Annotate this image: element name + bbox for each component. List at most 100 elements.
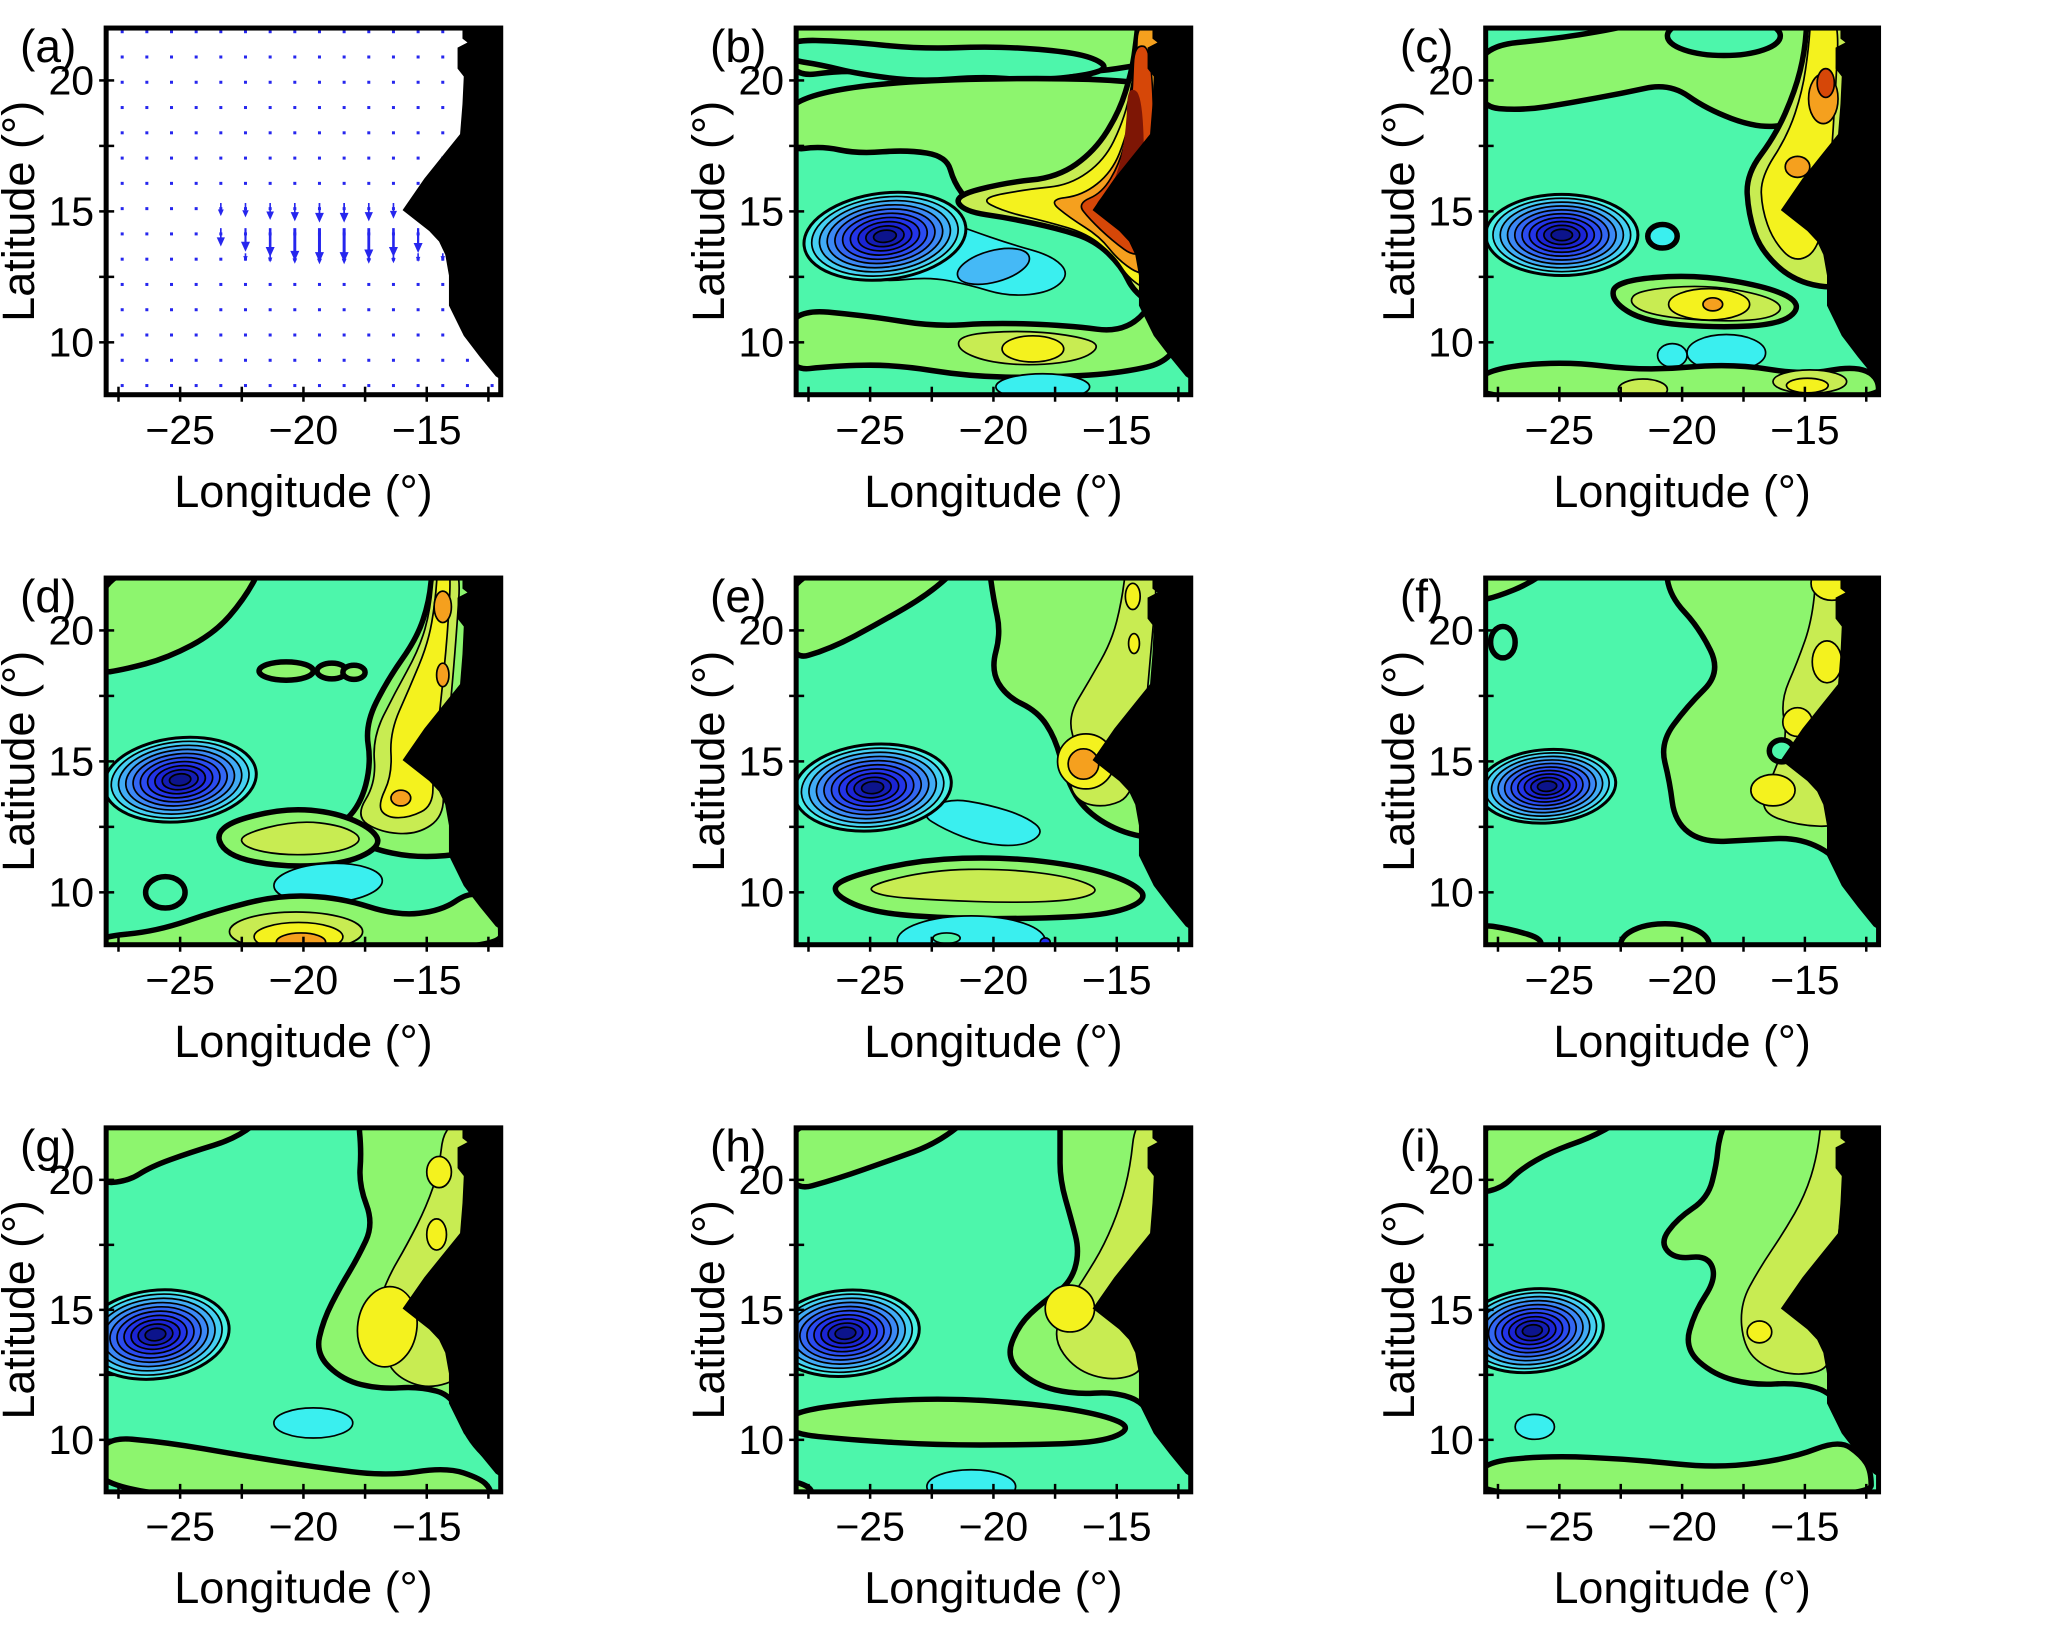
quiver-dot bbox=[170, 80, 174, 84]
quiver-dot bbox=[145, 257, 149, 261]
quiver-dot bbox=[268, 181, 272, 185]
coast-landmask bbox=[1780, 578, 1879, 930]
quiver-dot bbox=[367, 333, 371, 337]
quiver-dot bbox=[194, 257, 198, 261]
quiver-dot bbox=[170, 106, 174, 110]
quiver-dot bbox=[293, 156, 297, 160]
x-tick-label: −20 bbox=[269, 957, 339, 1003]
x-tick-label: −20 bbox=[1647, 1504, 1716, 1550]
axes-frame bbox=[793, 25, 1194, 398]
quiver-dot bbox=[416, 181, 420, 185]
quiver-dot bbox=[219, 358, 223, 362]
quiver-dot bbox=[416, 282, 420, 286]
quiver-dot bbox=[391, 80, 395, 84]
y-tick-label: 10 bbox=[48, 319, 94, 365]
plot-area bbox=[796, 578, 1191, 945]
plot-area bbox=[1485, 578, 1879, 945]
x-axis-label: Longitude (°) bbox=[174, 1016, 432, 1067]
x-tick-label: −25 bbox=[1525, 407, 1594, 453]
quiver-dot bbox=[120, 55, 124, 59]
contour-blob bbox=[1664, 28, 1784, 59]
x-tick-label: −15 bbox=[392, 1504, 462, 1550]
quiver-dot bbox=[120, 282, 124, 286]
plot-area bbox=[106, 1127, 501, 1492]
quiver-dot bbox=[391, 131, 395, 135]
quiver-dot bbox=[293, 106, 297, 110]
quiver-arrow-head bbox=[366, 258, 372, 264]
contour-blob bbox=[1487, 623, 1518, 661]
contour-blob bbox=[1618, 921, 1712, 945]
contour-blob bbox=[356, 1285, 418, 1368]
quiver-dot bbox=[293, 384, 297, 388]
contour-blob bbox=[435, 662, 450, 688]
quiver-arrow-head bbox=[341, 258, 347, 265]
contour-blob bbox=[1750, 773, 1796, 807]
quiver-dot bbox=[170, 131, 174, 135]
y-tick-label: 15 bbox=[1428, 738, 1473, 784]
quiver-arrow-head bbox=[217, 209, 224, 217]
quiver-dot bbox=[416, 156, 420, 160]
contour-blob bbox=[995, 372, 1091, 395]
quiver-dot bbox=[120, 257, 124, 261]
quiver-dot bbox=[145, 232, 149, 236]
x-axis-label: Longitude (°) bbox=[864, 466, 1122, 517]
y-axis-label: Latitude (°) bbox=[690, 1200, 734, 1419]
quiver-dot bbox=[416, 333, 420, 337]
y-tick-label: 15 bbox=[738, 188, 784, 234]
quiver-dot bbox=[243, 106, 247, 110]
panel-i-plot: −25 −20 −15 10 15 20 Longitude (°) Latitude (°)… bbox=[1380, 1121, 1882, 1613]
quiver-dot bbox=[441, 358, 445, 362]
quiver-dot bbox=[416, 358, 420, 362]
y-tick-label: 10 bbox=[1428, 319, 1473, 365]
quiver-dot bbox=[219, 55, 223, 59]
y-axis-label: Latitude (°) bbox=[0, 101, 44, 322]
quiver-dot bbox=[367, 181, 371, 185]
panel-a-plot: −25 −20 −15 10 15 20 Longitude (°) Latitude (°)… bbox=[0, 20, 504, 517]
panel-letter-label: (f) bbox=[1400, 570, 1443, 622]
coast-landmask bbox=[402, 1127, 501, 1477]
quiver-dot bbox=[317, 333, 321, 337]
x-tick-label: −20 bbox=[269, 1504, 339, 1550]
quiver-dot bbox=[416, 384, 420, 388]
quiver-dot bbox=[441, 384, 445, 388]
quiver-dot bbox=[391, 333, 395, 337]
contour-region bbox=[106, 1127, 255, 1186]
quiver-dot bbox=[342, 333, 346, 337]
contour-blob bbox=[390, 789, 412, 807]
x-tick-label: −20 bbox=[269, 407, 339, 453]
contour-blob bbox=[1645, 221, 1680, 251]
x-tick-label: −25 bbox=[835, 957, 905, 1003]
x-axis-label: Longitude (°) bbox=[174, 466, 432, 517]
quiver-dot bbox=[219, 181, 223, 185]
contour-region bbox=[796, 1127, 961, 1190]
quiver-arrow-head bbox=[242, 210, 249, 218]
quiver-dot bbox=[293, 30, 297, 34]
quiver-dot bbox=[194, 55, 198, 59]
coast-landmask bbox=[1092, 28, 1191, 380]
quiver-dot bbox=[120, 131, 124, 135]
quiver-dot bbox=[465, 384, 469, 388]
x-axis-label: Longitude (°) bbox=[864, 1016, 1122, 1067]
quiver-dot bbox=[219, 106, 223, 110]
quiver-dot bbox=[219, 333, 223, 337]
x-tick-label: −20 bbox=[959, 957, 1029, 1003]
axes-frame bbox=[793, 575, 1194, 948]
x-tick-label: −15 bbox=[1770, 407, 1839, 453]
coast-landmask bbox=[1780, 28, 1879, 380]
quiver-arrow-head bbox=[413, 243, 423, 254]
quiver-dot bbox=[317, 156, 321, 160]
quiver-dot bbox=[293, 80, 297, 84]
quiver-dot bbox=[367, 30, 371, 34]
quiver-dot bbox=[441, 308, 445, 312]
quiver-dot bbox=[170, 384, 174, 388]
quiver-dot bbox=[268, 156, 272, 160]
quiver-dot bbox=[268, 55, 272, 59]
quiver-dot bbox=[342, 80, 346, 84]
y-tick-label: 20 bbox=[738, 1157, 784, 1203]
y-tick-label: 15 bbox=[48, 188, 94, 234]
plot-area bbox=[1485, 28, 1879, 395]
quiver-dot bbox=[317, 55, 321, 59]
quiver-dot bbox=[317, 358, 321, 362]
quiver-dot bbox=[391, 55, 395, 59]
